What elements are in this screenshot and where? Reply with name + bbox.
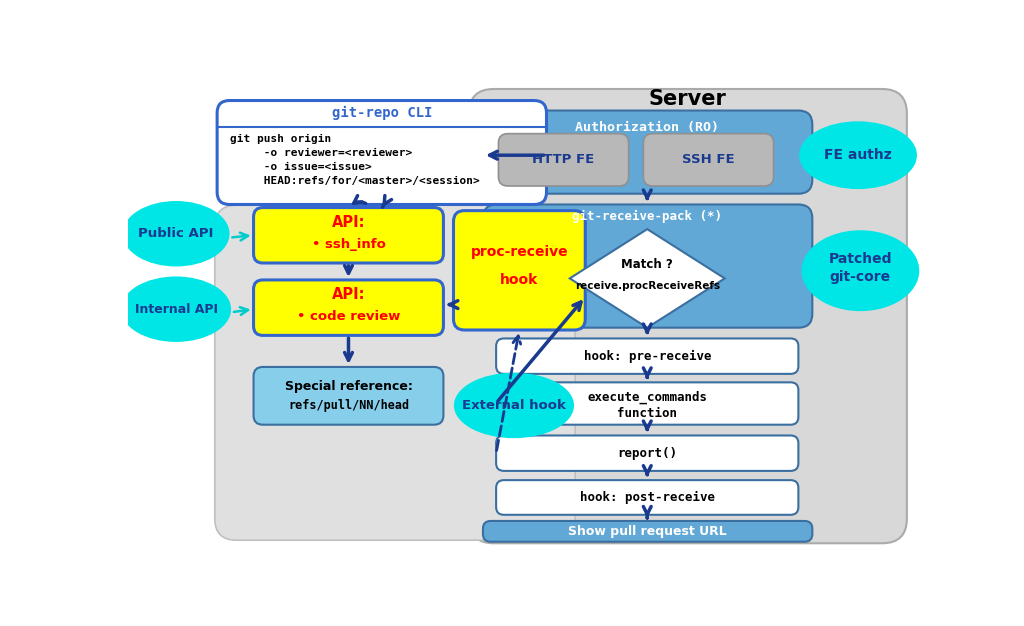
FancyBboxPatch shape: [496, 480, 799, 515]
Ellipse shape: [121, 277, 231, 342]
FancyBboxPatch shape: [496, 339, 799, 374]
Text: SSH FE: SSH FE: [682, 153, 735, 167]
Ellipse shape: [123, 201, 229, 267]
Ellipse shape: [454, 372, 574, 438]
Text: proc-receive: proc-receive: [471, 245, 568, 259]
Text: • code review: • code review: [297, 310, 400, 324]
FancyBboxPatch shape: [643, 133, 773, 186]
Ellipse shape: [799, 121, 916, 189]
Text: function: function: [617, 407, 677, 419]
Text: git push origin
     -o reviewer=<reviewer>
     -o issue=<issue>
     HEAD:refs: git push origin -o reviewer=<reviewer> -…: [230, 133, 480, 186]
Ellipse shape: [802, 230, 920, 311]
Text: External hook: External hook: [462, 399, 566, 412]
Text: git-repo CLI: git-repo CLI: [332, 106, 432, 120]
Text: Show pull request URL: Show pull request URL: [568, 525, 727, 538]
FancyBboxPatch shape: [254, 367, 443, 424]
FancyBboxPatch shape: [483, 521, 812, 541]
Text: HTTP FE: HTTP FE: [532, 153, 595, 167]
FancyBboxPatch shape: [217, 101, 547, 205]
Text: • ssh_info: • ssh_info: [311, 238, 385, 251]
Text: Authorization (RO): Authorization (RO): [575, 121, 719, 134]
Text: FE authz: FE authz: [824, 148, 892, 162]
FancyBboxPatch shape: [454, 210, 586, 330]
FancyBboxPatch shape: [469, 89, 907, 543]
FancyBboxPatch shape: [483, 205, 812, 327]
Text: API:: API:: [332, 287, 366, 302]
FancyBboxPatch shape: [483, 111, 812, 193]
Text: receive.procReceiveRefs: receive.procReceiveRefs: [574, 281, 720, 291]
FancyBboxPatch shape: [496, 382, 799, 424]
Text: execute_commands: execute_commands: [587, 391, 708, 404]
Text: Patched
git-core: Patched git-core: [828, 252, 892, 284]
Text: report(): report(): [617, 447, 677, 459]
Text: Special reference:: Special reference:: [285, 380, 413, 393]
Text: hook: pre-receive: hook: pre-receive: [584, 350, 711, 362]
Text: Public API: Public API: [138, 227, 214, 240]
FancyBboxPatch shape: [499, 133, 629, 186]
Text: hook: post-receive: hook: post-receive: [580, 491, 715, 504]
Text: API:: API:: [332, 215, 366, 230]
Text: hook: hook: [501, 273, 539, 287]
FancyBboxPatch shape: [254, 208, 443, 263]
Polygon shape: [569, 229, 725, 327]
FancyBboxPatch shape: [215, 205, 575, 540]
Text: Match ?: Match ?: [622, 258, 673, 271]
Text: git-receive-pack (*): git-receive-pack (*): [572, 210, 722, 223]
Text: Internal API: Internal API: [134, 303, 217, 316]
FancyBboxPatch shape: [496, 436, 799, 471]
Text: Server: Server: [648, 89, 726, 109]
Text: refs/pull/NN/head: refs/pull/NN/head: [288, 399, 409, 412]
FancyBboxPatch shape: [254, 280, 443, 336]
